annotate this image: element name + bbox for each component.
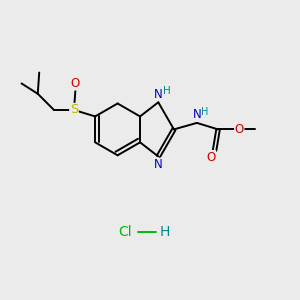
- Text: S: S: [70, 103, 78, 116]
- Text: H: H: [201, 107, 209, 117]
- Text: N: N: [154, 158, 163, 171]
- Text: Cl: Cl: [118, 225, 132, 239]
- Text: N: N: [193, 108, 201, 121]
- Text: H: H: [160, 225, 170, 239]
- Text: N: N: [154, 88, 163, 100]
- Text: O: O: [235, 123, 244, 136]
- Text: O: O: [206, 151, 216, 164]
- Text: H: H: [163, 86, 171, 96]
- Text: O: O: [71, 77, 80, 90]
